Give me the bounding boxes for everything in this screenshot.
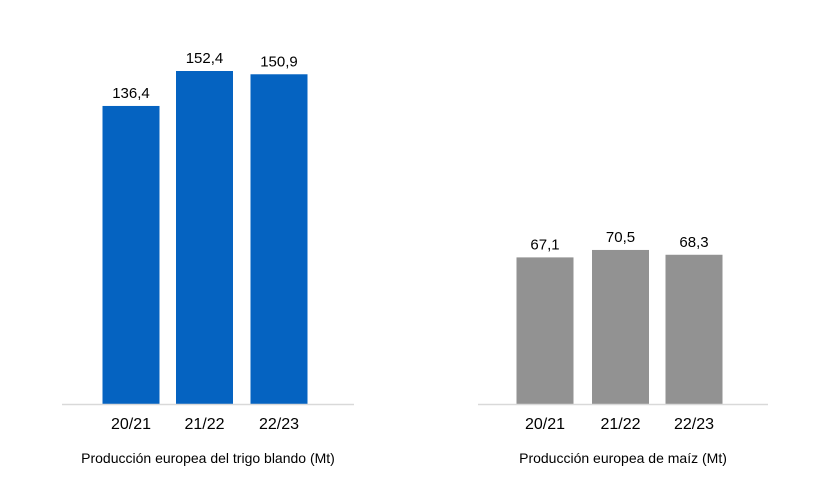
maize-production-chart: 67,1 20/21 70,5 21/22 68,3 22/23 Producción eu…	[478, 229, 768, 466]
wheat-value-label-0: 136,4	[112, 85, 150, 102]
wheat-bar-1	[176, 71, 233, 404]
wheat-category-label-2: 22/23	[259, 416, 299, 433]
maize-category-label-0: 20/21	[525, 416, 565, 433]
maize-value-label-1: 70,5	[606, 229, 635, 246]
wheat-bar-2	[250, 74, 308, 404]
maize-value-label-0: 67,1	[530, 236, 559, 253]
wheat-category-label-1: 21/22	[184, 416, 224, 433]
maize-bar-1	[592, 249, 649, 404]
maize-category-label-2: 22/23	[674, 416, 714, 433]
wheat-value-label-1: 152,4	[186, 50, 224, 67]
wheat-category-label-0: 20/21	[111, 416, 151, 433]
wheat-value-label-2: 150,9	[260, 53, 298, 70]
maize-bar-2	[665, 254, 723, 404]
wheat-production-chart: 136,4 20/21 152,4 21/22 150,9 22/23 Producción…	[62, 50, 354, 466]
wheat-chart-caption: Producción europea del trigo blando (Mt)	[81, 450, 335, 466]
maize-value-label-2: 68,3	[679, 234, 708, 251]
maize-chart-caption: Producción europea de maíz (Mt)	[519, 450, 727, 466]
maize-category-label-1: 21/22	[600, 416, 640, 433]
maize-bar-0	[516, 257, 574, 404]
wheat-bar-0	[102, 105, 160, 404]
